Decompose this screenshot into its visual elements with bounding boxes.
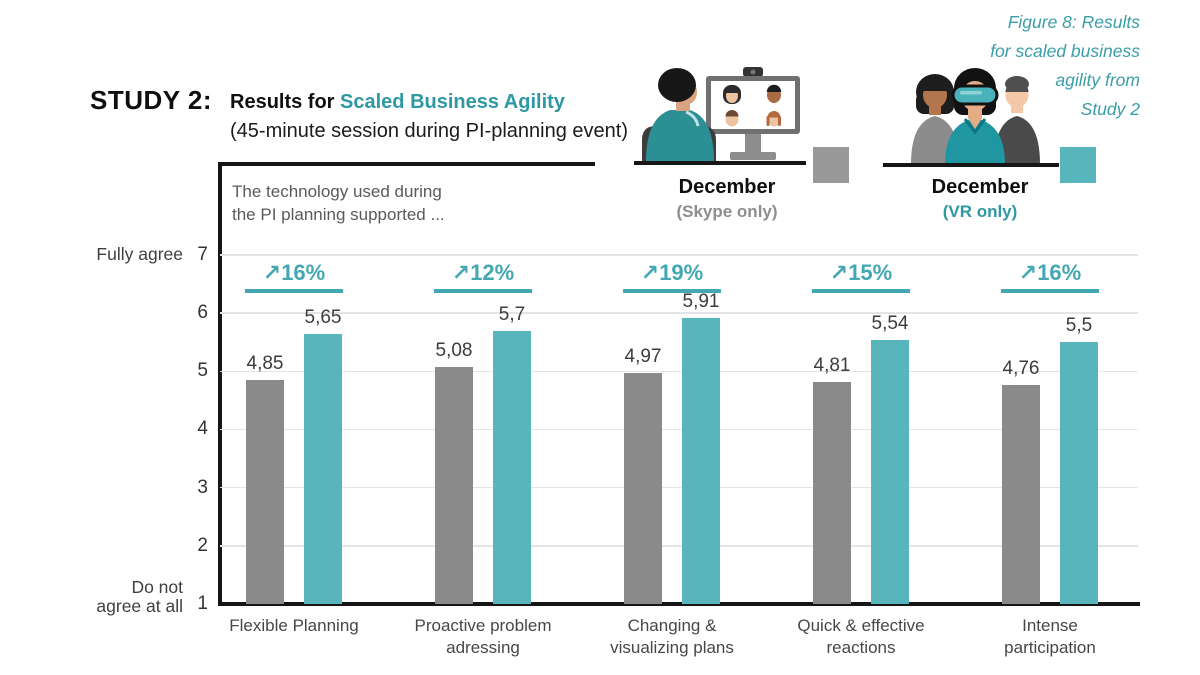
category-label: Quick & effective reactions — [797, 616, 925, 657]
y-tick-label: 3 — [197, 476, 208, 498]
y-tick-label: 2 — [197, 534, 208, 556]
y-tick-label: 5 — [197, 360, 208, 382]
bar-skype-5 — [1002, 385, 1040, 604]
improvement-label: ↗15% — [829, 260, 893, 285]
bar-value-label: 5,65 — [304, 306, 342, 328]
category-label: Proactive problem adressing — [414, 616, 552, 657]
gridline — [220, 486, 1138, 489]
improvement-underline — [623, 289, 721, 293]
bar-vr-3 — [682, 318, 720, 604]
skype-desk-line — [634, 161, 806, 165]
figure-caption: Figure 8: Results for scaled business ag… — [828, 8, 1140, 124]
bar-value-label: 4,97 — [624, 346, 662, 368]
study-label: STUDY 2: — [90, 85, 212, 115]
gridline — [220, 312, 1138, 314]
vr-goggles-icon — [951, 84, 999, 106]
vr-legend-subtitle: (VR only) — [942, 202, 1018, 221]
title-underline — [218, 162, 595, 166]
bar-vr-5 — [1060, 342, 1098, 604]
y-axis-top-label: Fully agree — [96, 244, 183, 264]
improvement-label: ↗16% — [262, 260, 326, 285]
bar-skype-1 — [246, 380, 284, 604]
vr-swatch — [1060, 147, 1096, 183]
figure-caption-line: Figure 8: Results — [1007, 12, 1140, 32]
vr-legend-title: December — [931, 176, 1029, 198]
improvement-underline — [434, 289, 532, 293]
improvement-underline — [1001, 289, 1099, 293]
bar-value-label: 5,7 — [498, 303, 526, 325]
gridline — [220, 370, 1138, 373]
category-label: Changing & visualizing plans — [610, 616, 734, 657]
figure-caption-line: Study 2 — [1080, 99, 1140, 119]
y-tick-label: 6 — [197, 302, 208, 324]
bar-value-label: 5,54 — [871, 312, 909, 334]
y-tick-label: 7 — [197, 243, 208, 265]
bar-vr-1 — [304, 333, 342, 604]
figure-caption-line: agility from — [1055, 70, 1140, 90]
y-tick-label: 1 — [197, 593, 208, 614]
bar-value-label: 4,76 — [1002, 358, 1040, 380]
bar-value-label: 5,91 — [682, 291, 720, 313]
bar-vr-4 — [871, 339, 909, 604]
survey-question: The technology used during the PI planni… — [232, 182, 445, 224]
improvement-underline — [812, 289, 910, 293]
figure-caption-line: for scaled business — [990, 41, 1140, 61]
gridline — [220, 254, 1138, 256]
title-highlight: Scaled Business Agility — [340, 91, 565, 113]
gridline — [220, 545, 1138, 547]
vr-desk-line — [883, 163, 1059, 167]
bar-skype-4 — [813, 382, 851, 604]
chart-title: Results for Scaled Business Agility — [230, 91, 565, 114]
improvement-label: ↗12% — [451, 260, 515, 285]
chart-subtitle: (45-minute session during PI-planning ev… — [230, 120, 628, 142]
video-call-illustration-icon — [642, 67, 800, 162]
title-prefix: Results for — [230, 91, 341, 113]
gridline — [220, 428, 1138, 431]
improvement-label: ↗19% — [640, 260, 704, 285]
skype-legend-subtitle: (Skype only) — [676, 202, 778, 221]
y-axis-line — [218, 162, 222, 606]
skype-legend-title: December — [678, 176, 776, 198]
category-label: Flexible Planning — [229, 616, 359, 635]
bar-vr-2 — [493, 330, 531, 604]
improvement-label: ↗16% — [1018, 260, 1082, 285]
bar-value-label: 5,5 — [1065, 315, 1093, 337]
x-axis-line — [218, 602, 1140, 606]
bar-skype-2 — [435, 366, 473, 604]
bar-value-label: 5,08 — [435, 339, 473, 361]
bar-skype-3 — [624, 373, 662, 604]
y-tick-label: 4 — [197, 418, 208, 440]
improvement-underline — [245, 289, 343, 293]
y-axis-bottom-label: Do not agree at all — [96, 577, 183, 616]
vr-team-illustration-icon — [911, 68, 1040, 164]
skype-swatch — [813, 147, 849, 183]
category-label: Intense participation — [1004, 616, 1096, 657]
bar-value-label: 4,81 — [813, 355, 851, 377]
bar-value-label: 4,85 — [246, 353, 284, 375]
